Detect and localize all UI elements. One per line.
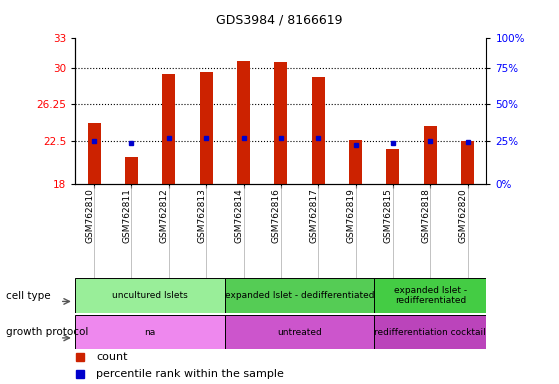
Text: count: count	[96, 352, 127, 362]
Text: GSM762810: GSM762810	[85, 188, 94, 243]
Bar	[225, 278, 375, 313]
Text: GSM762818: GSM762818	[421, 188, 430, 243]
Bar	[237, 61, 250, 184]
Bar	[225, 315, 375, 349]
Text: expanded Islet - dedifferentiated: expanded Islet - dedifferentiated	[225, 291, 375, 300]
Bar	[75, 278, 225, 313]
Bar	[274, 62, 287, 184]
Text: na: na	[145, 328, 156, 337]
Text: GSM762812: GSM762812	[160, 188, 169, 243]
Text: cell type: cell type	[6, 291, 50, 301]
Text: GSM762811: GSM762811	[122, 188, 131, 243]
Bar	[200, 73, 213, 184]
Text: GSM762815: GSM762815	[384, 188, 393, 243]
Text: GSM762820: GSM762820	[458, 188, 468, 243]
Text: redifferentiation cocktail: redifferentiation cocktail	[375, 328, 486, 337]
Text: GSM762819: GSM762819	[347, 188, 356, 243]
Bar	[424, 126, 437, 184]
Bar	[75, 315, 225, 349]
Text: uncultured Islets: uncultured Islets	[112, 291, 188, 300]
Bar	[386, 149, 400, 184]
Bar	[461, 141, 474, 184]
Bar	[312, 77, 325, 184]
Text: GSM762816: GSM762816	[272, 188, 281, 243]
Text: GSM762813: GSM762813	[197, 188, 206, 243]
Bar	[125, 157, 138, 184]
Text: growth protocol: growth protocol	[6, 327, 88, 337]
Text: GDS3984 / 8166619: GDS3984 / 8166619	[216, 13, 343, 26]
Text: untreated: untreated	[277, 328, 322, 337]
Bar	[375, 278, 486, 313]
Text: percentile rank within the sample: percentile rank within the sample	[96, 369, 284, 379]
Bar	[349, 139, 362, 184]
Text: GSM762817: GSM762817	[309, 188, 318, 243]
Text: expanded Islet -
redifferentiated: expanded Islet - redifferentiated	[394, 286, 467, 305]
Text: GSM762814: GSM762814	[235, 188, 244, 243]
Bar	[375, 315, 486, 349]
Bar	[162, 74, 176, 184]
Bar	[88, 123, 101, 184]
